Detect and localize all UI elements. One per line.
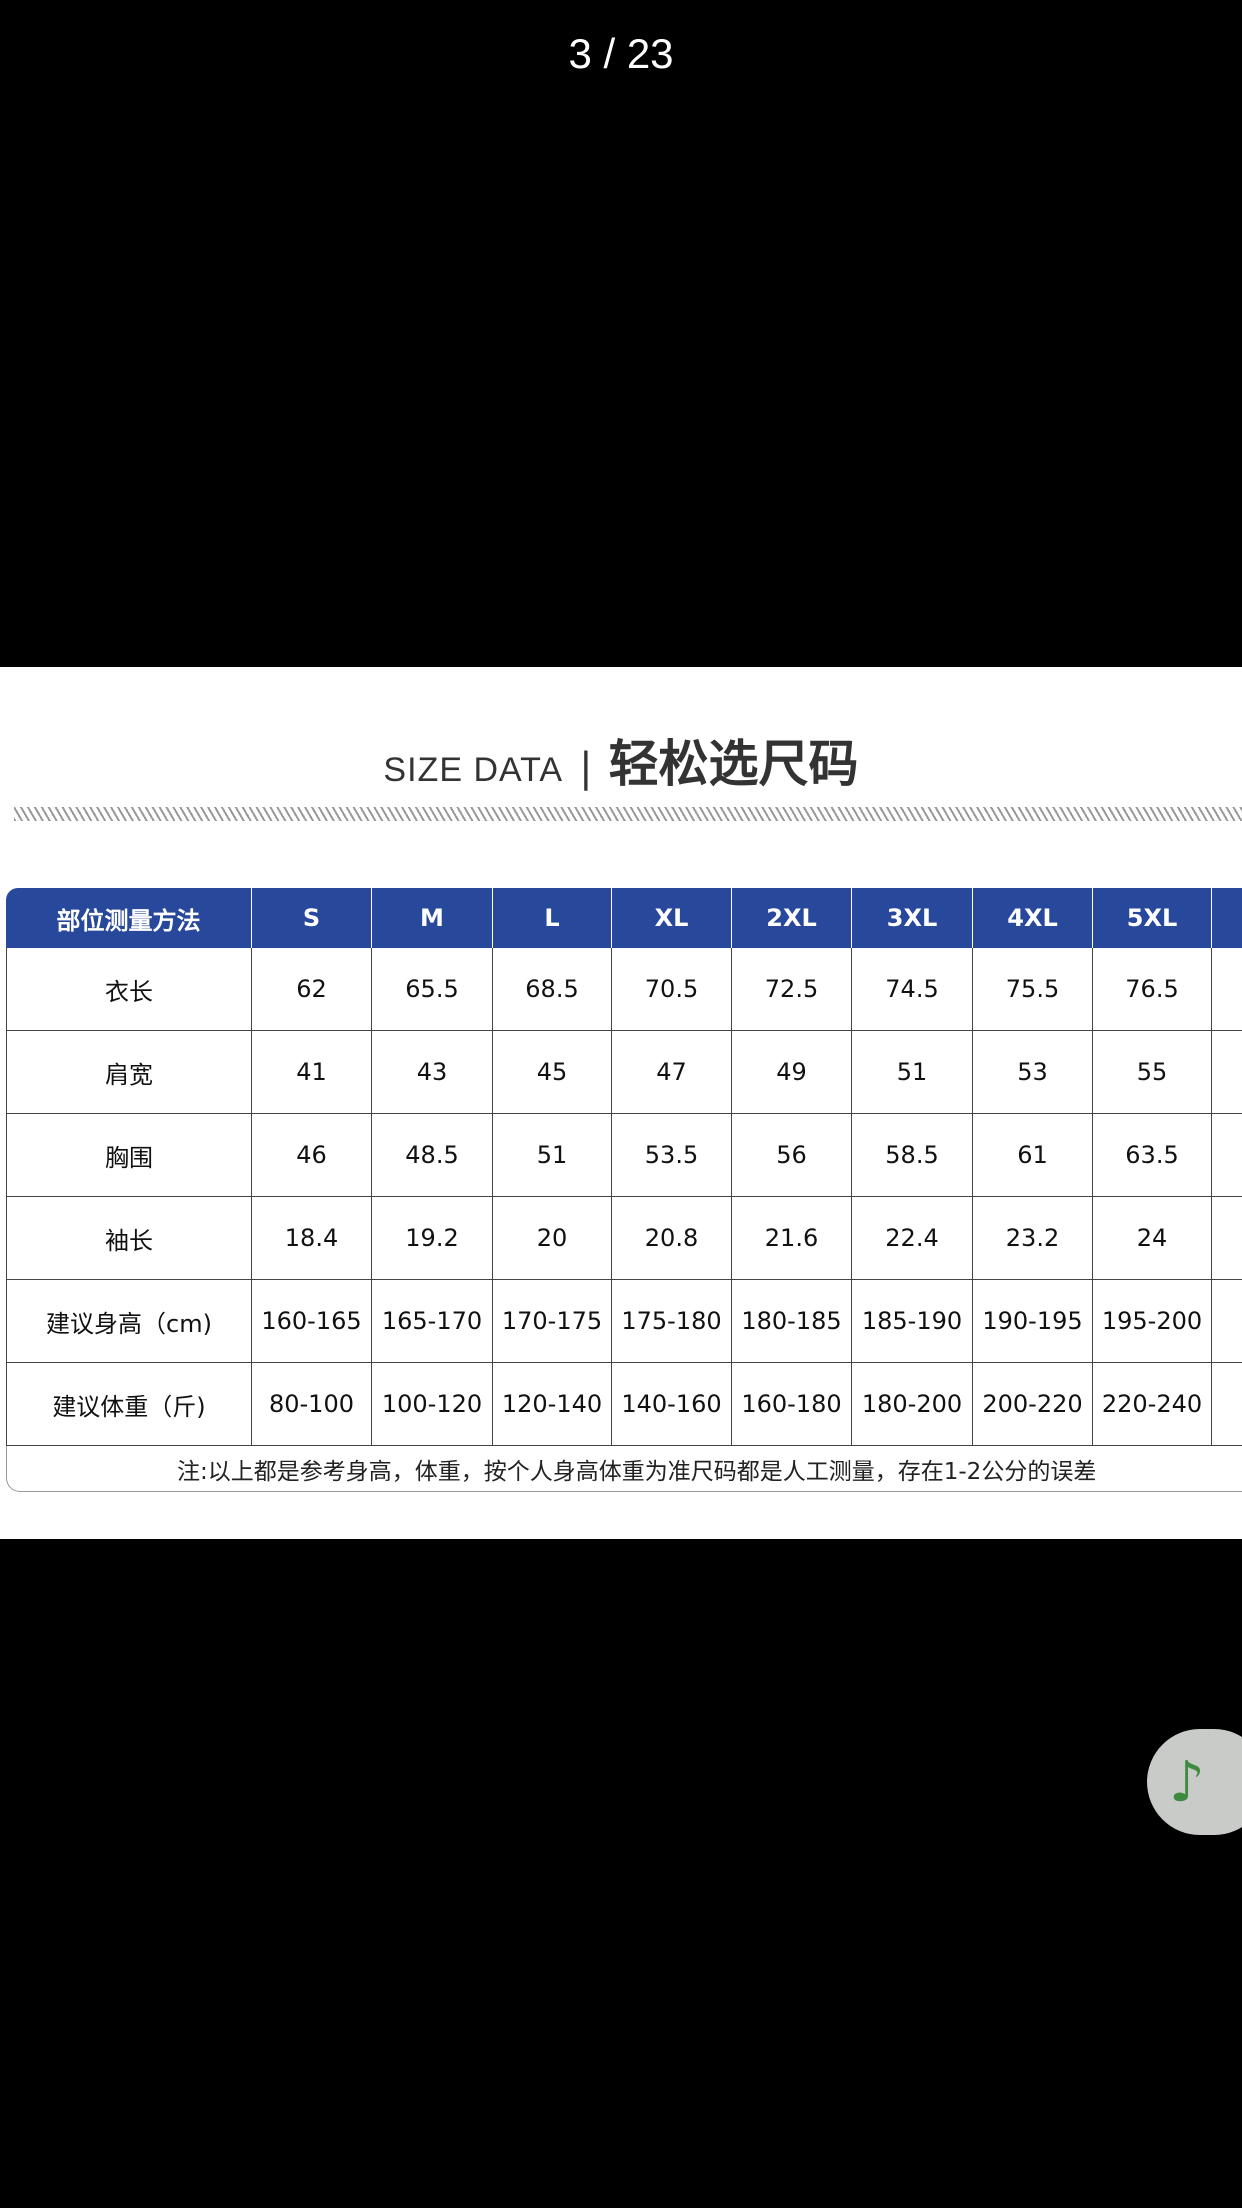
title: SIZE DATA | 轻松选尺码 bbox=[0, 724, 1242, 796]
table-cell: 62 bbox=[252, 948, 372, 1031]
header-cell: XL bbox=[612, 888, 732, 948]
table-cell: 75.5 bbox=[973, 948, 1093, 1031]
table-cell: 100-120 bbox=[372, 1363, 493, 1446]
hatch-line bbox=[14, 807, 1242, 821]
row-label: 建议身高（cm) bbox=[6, 1280, 252, 1363]
row-label: 胸围 bbox=[6, 1114, 252, 1197]
header-cell: M bbox=[372, 888, 493, 948]
table-cell: 18.4 bbox=[252, 1197, 372, 1280]
table-cell: 80-100 bbox=[252, 1363, 372, 1446]
music-button[interactable]: ♪ bbox=[1147, 1729, 1242, 1835]
table-cell: 51 bbox=[852, 1031, 973, 1114]
table-cell: 220-240 bbox=[1093, 1363, 1212, 1446]
table-cell: 175-180 bbox=[612, 1280, 732, 1363]
page-indicator: 3 / 23 bbox=[568, 30, 674, 77]
row-label: 衣长 bbox=[6, 948, 252, 1031]
table-cell: 61 bbox=[973, 1114, 1093, 1197]
header-cell-cut bbox=[1212, 888, 1242, 948]
table-cell: 180-185 bbox=[732, 1280, 852, 1363]
table-cell: 47 bbox=[612, 1031, 732, 1114]
table-cell-cut bbox=[1212, 948, 1242, 1031]
table-cell: 22.4 bbox=[852, 1197, 973, 1280]
table-cell: 23.2 bbox=[973, 1197, 1093, 1280]
title-en: SIZE DATA bbox=[383, 751, 564, 789]
header-cell: 3XL bbox=[852, 888, 973, 948]
table-cell: 195-200 bbox=[1093, 1280, 1212, 1363]
table-note: 注:以上都是参考身高，体重，按个人身高体重为准尺码都是人工测量，存在1-2公分的… bbox=[6, 1446, 1242, 1492]
table-cell: 170-175 bbox=[493, 1280, 612, 1363]
table-cell: 165-170 bbox=[372, 1280, 493, 1363]
table-cell: 180-200 bbox=[852, 1363, 973, 1446]
table-cell: 20.8 bbox=[612, 1197, 732, 1280]
table-cell: 68.5 bbox=[493, 948, 612, 1031]
table-cell: 20 bbox=[493, 1197, 612, 1280]
header-cell: 4XL bbox=[973, 888, 1093, 948]
table-cell: 76.5 bbox=[1093, 948, 1212, 1031]
table-cell: 49 bbox=[732, 1031, 852, 1114]
row-label: 建议体重（斤) bbox=[6, 1363, 252, 1446]
table-cell: 24 bbox=[1093, 1197, 1212, 1280]
table-cell: 200-220 bbox=[973, 1363, 1093, 1446]
table-cell: 21.6 bbox=[732, 1197, 852, 1280]
header-cell: L bbox=[493, 888, 612, 948]
header-cell: 5XL bbox=[1093, 888, 1212, 948]
row-label: 袖长 bbox=[6, 1197, 252, 1280]
table-cell: 45 bbox=[493, 1031, 612, 1114]
table-cell-cut bbox=[1212, 1363, 1242, 1446]
row-label: 肩宽 bbox=[6, 1031, 252, 1114]
table-cell: 46 bbox=[252, 1114, 372, 1197]
table-cell: 160-165 bbox=[252, 1280, 372, 1363]
title-zh: 轻松选尺码 bbox=[608, 735, 859, 793]
table-cell: 185-190 bbox=[852, 1280, 973, 1363]
table-cell: 72.5 bbox=[732, 948, 852, 1031]
table-cell: 19.2 bbox=[372, 1197, 493, 1280]
table-cell: 120-140 bbox=[493, 1363, 612, 1446]
table-cell: 74.5 bbox=[852, 948, 973, 1031]
table-cell-cut bbox=[1212, 1114, 1242, 1197]
table-cell: 70.5 bbox=[612, 948, 732, 1031]
header-cell: 2XL bbox=[732, 888, 852, 948]
table-cell: 53.5 bbox=[612, 1114, 732, 1197]
table-cell-cut bbox=[1212, 1280, 1242, 1363]
table-cell: 48.5 bbox=[372, 1114, 493, 1197]
size-chart-image[interactable]: SIZE DATA | 轻松选尺码 部位测量方法 S M L XL 2XL 3XL 4XL 5XL 衣… bbox=[0, 667, 1242, 1539]
table-cell-cut bbox=[1212, 1031, 1242, 1114]
table-cell: 140-160 bbox=[612, 1363, 732, 1446]
table-cell: 55 bbox=[1093, 1031, 1212, 1114]
table-cell: 53 bbox=[973, 1031, 1093, 1114]
table-cell: 160-180 bbox=[732, 1363, 852, 1446]
table-cell: 56 bbox=[732, 1114, 852, 1197]
title-separator: | bbox=[579, 745, 593, 791]
table-cell: 41 bbox=[252, 1031, 372, 1114]
table-cell: 43 bbox=[372, 1031, 493, 1114]
header-cell: S bbox=[252, 888, 372, 948]
table-cell: 63.5 bbox=[1093, 1114, 1212, 1197]
table-cell-cut bbox=[1212, 1197, 1242, 1280]
header-cell: 部位测量方法 bbox=[6, 888, 252, 948]
table-cell: 190-195 bbox=[973, 1280, 1093, 1363]
table-cell: 58.5 bbox=[852, 1114, 973, 1197]
table-cell: 65.5 bbox=[372, 948, 493, 1031]
table-cell: 51 bbox=[493, 1114, 612, 1197]
